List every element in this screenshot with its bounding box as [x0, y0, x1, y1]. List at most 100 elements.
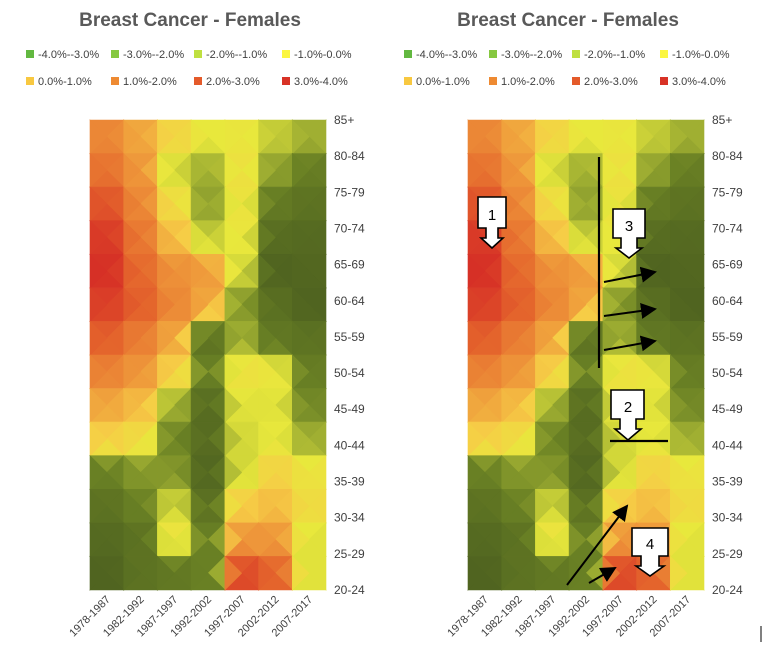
heatmap-cell [568, 354, 587, 390]
heatmap-cell [535, 253, 553, 289]
heatmap-cell [157, 488, 175, 524]
heatmap-cell [291, 186, 310, 222]
heatmap-cell [89, 253, 108, 289]
heatmap-cell [123, 320, 142, 356]
heatmap-cell [669, 421, 688, 457]
heatmap-cell [123, 354, 142, 390]
y-tick-label: 20-24 [334, 583, 365, 597]
heatmap-cell [190, 253, 209, 289]
heatmap-cell [602, 219, 621, 256]
heatmap-cell [501, 454, 520, 491]
legend-label: -3.0%--2.0% [123, 49, 184, 61]
heatmap-cell [157, 186, 175, 222]
heatmap-cell [535, 152, 553, 188]
heatmap-cell [602, 253, 621, 289]
left-legend: -4.0%--3.0% -3.0%--2.0% -2.0%--1.0% -1.0%-0… [26, 49, 352, 88]
y-tick-label: 65-69 [334, 258, 365, 272]
heatmap-cell [501, 119, 520, 155]
heatmap-cell [602, 119, 621, 155]
heatmap-cell [157, 119, 175, 155]
callout-shape [610, 389, 645, 442]
legend-swatch [660, 77, 668, 85]
heatmap-cell [190, 152, 209, 188]
y-tick-label: 20-24 [712, 583, 743, 597]
heatmap-cell [291, 522, 310, 558]
heatmap-cell [501, 421, 520, 457]
y-tick-label: 70-74 [334, 222, 365, 236]
heatmap-cell [535, 219, 553, 256]
heatmap-cell [291, 320, 310, 356]
legend-swatch [111, 77, 119, 85]
heatmap-cell [258, 219, 276, 256]
heatmap-cell [190, 287, 209, 323]
heatmap-cell [568, 387, 587, 423]
y-tick-label: 40-44 [712, 438, 743, 452]
heatmap-cell [123, 186, 142, 222]
heatmap-cell [224, 320, 243, 356]
heatmap-cell [157, 152, 175, 188]
y-tick-label: 60-64 [334, 294, 365, 308]
heatmap-cell [157, 387, 175, 423]
heatmap-cell [157, 253, 175, 289]
legend-label: -4.0%--3.0% [38, 49, 99, 61]
heatmap-cell [535, 454, 553, 491]
callout-4: 4 [631, 527, 669, 577]
y-tick-label: 30-34 [334, 511, 365, 525]
legend-swatch [111, 50, 119, 58]
legend-label: 3.0%-4.0% [294, 76, 348, 88]
heatmap-cell [636, 454, 654, 491]
heatmap-cell [190, 320, 209, 356]
heatmap-cell [224, 387, 243, 423]
legend-label: -1.0%-0.0% [294, 49, 352, 61]
y-tick-label: 40-44 [334, 438, 365, 452]
heatmap-cell [258, 522, 276, 558]
left-y-axis-labels: 85+ 80-84 75-79 70-74 65-69 60-64 55-59 50-54 45… [334, 113, 365, 597]
heatmap-cell [224, 555, 243, 591]
heatmap-cell [224, 287, 243, 323]
heatmap-cell [568, 287, 587, 323]
callout-label: 3 [625, 218, 633, 235]
callout-label: 4 [646, 536, 654, 553]
heatmap-cell [123, 287, 142, 323]
heatmap-cell [291, 387, 310, 423]
legend-swatch [26, 77, 34, 85]
heatmap-cell [501, 522, 520, 558]
heatmap-cell [535, 421, 553, 457]
y-tick-label: 70-74 [712, 222, 743, 236]
legend-swatch [282, 77, 290, 85]
legend-swatch [572, 50, 580, 58]
heatmap-cell [258, 152, 276, 188]
annotation-arrow [588, 567, 617, 584]
heatmap-cell [467, 186, 486, 222]
heatmap-cell [669, 387, 688, 423]
heatmap-cell [89, 186, 108, 222]
heatmap-cell [190, 354, 209, 390]
heatmap-cell [190, 555, 209, 591]
heatmap-cell [258, 119, 276, 155]
legend-label: 3.0%-4.0% [672, 76, 726, 88]
heatmap-cell [89, 488, 108, 524]
heatmap-cell [669, 522, 688, 558]
legend-label: 2.0%-3.0% [206, 76, 260, 88]
left-heatmap [89, 119, 327, 591]
heatmap-cell [157, 320, 175, 356]
heatmap-cell [258, 387, 276, 423]
heatmap-cell [123, 387, 142, 423]
callout-1: 1 [477, 196, 507, 250]
heatmap-cell [501, 488, 520, 524]
heatmap-cell [669, 287, 688, 323]
heatmap-cell [123, 488, 142, 524]
heatmap-cell [224, 421, 243, 457]
legend-label: 0.0%-1.0% [416, 76, 470, 88]
heatmap-cell [258, 253, 276, 289]
callout-3: 3 [612, 208, 646, 260]
right-chart-title: Breast Cancer - Females [457, 10, 679, 31]
y-tick-label: 55-59 [334, 330, 365, 344]
heatmap-cell [467, 488, 486, 524]
heatmap-cell [467, 219, 486, 256]
heatmap-cell [89, 522, 108, 558]
legend-swatch [194, 77, 202, 85]
heatmap-cell [258, 354, 276, 390]
legend-swatch [489, 50, 497, 58]
